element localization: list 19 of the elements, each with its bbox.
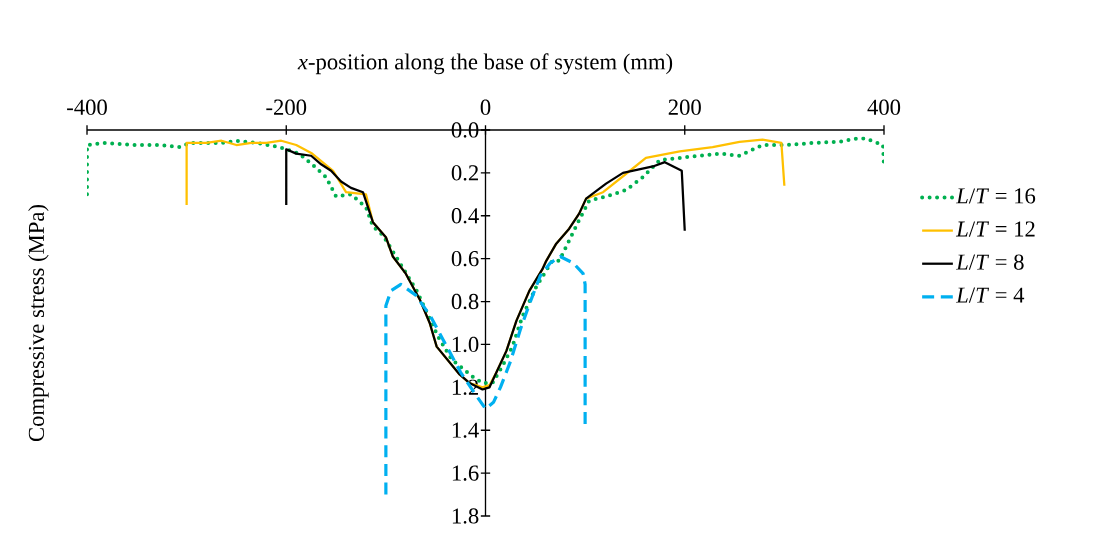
y-tick-label: 0.8 <box>451 293 479 310</box>
y-axis-title: Compressive stress (MPa) <box>28 205 49 442</box>
y-tick-label: 1.8 <box>452 508 479 524</box>
x-tick-label: 200 <box>668 99 701 115</box>
legend-label: L/T = 4 <box>955 287 1025 303</box>
x-tick-label: -400 <box>67 99 107 115</box>
x-tick-label: 400 <box>867 99 901 115</box>
legend-label: L/T = 16 <box>955 188 1036 204</box>
x-axis-title: x-position along the base of system (mm) <box>297 53 673 75</box>
y-tick-label: 0.4 <box>451 208 479 224</box>
legend-label: L/T = 8 <box>955 254 1024 270</box>
y-tick-label: 0.6 <box>451 250 479 267</box>
x-tick-label: 0 <box>480 99 491 115</box>
legend-label: L/T = 12 <box>955 221 1035 237</box>
y-tick-label: 1.6 <box>452 465 479 481</box>
y-tick-label: 1.0 <box>452 336 479 353</box>
y-tick-label: 1.4 <box>452 422 479 438</box>
y-tick-label: 0.2 <box>451 165 478 181</box>
x-tick-label: -200 <box>266 99 307 115</box>
